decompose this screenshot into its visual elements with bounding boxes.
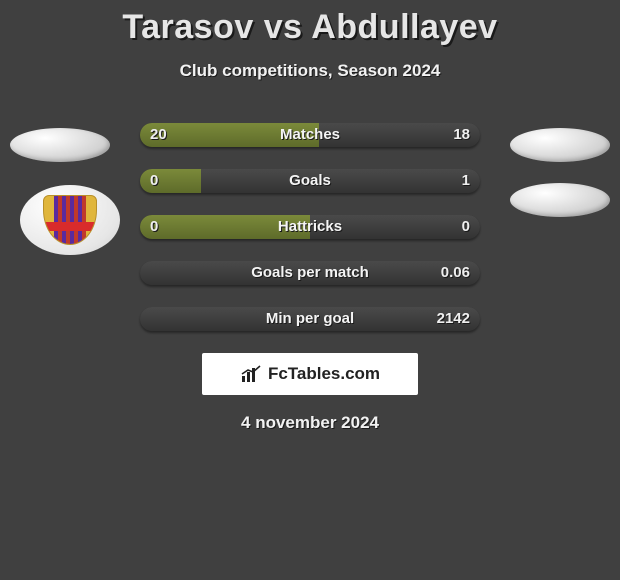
player-right-club-avatar bbox=[510, 183, 610, 217]
stat-label: Min per goal bbox=[140, 307, 480, 331]
stat-bar: 2018Matches bbox=[140, 123, 480, 147]
stat-bar: 0.06Goals per match bbox=[140, 261, 480, 285]
player-left-avatar bbox=[10, 128, 110, 162]
stat-bar: 2142Min per goal bbox=[140, 307, 480, 331]
page-title: Tarasov vs Abdullayev bbox=[0, 0, 620, 47]
brand-text: FcTables.com bbox=[268, 364, 380, 384]
stat-label: Matches bbox=[140, 123, 480, 147]
subtitle: Club competitions, Season 2024 bbox=[0, 61, 620, 81]
stat-bars: 2018Matches 01Goals 00Hattricks 0.06Goals p… bbox=[140, 123, 480, 331]
brand-chart-icon bbox=[240, 364, 262, 384]
club-shield-icon bbox=[43, 195, 97, 245]
stat-label: Goals per match bbox=[140, 261, 480, 285]
stat-label: Goals bbox=[140, 169, 480, 193]
snapshot-date: 4 november 2024 bbox=[0, 413, 620, 433]
player-left-club-logo bbox=[20, 185, 120, 255]
player-right-avatar bbox=[510, 128, 610, 162]
stat-bar: 01Goals bbox=[140, 169, 480, 193]
brand-badge[interactable]: FcTables.com bbox=[202, 353, 418, 395]
stat-label: Hattricks bbox=[140, 215, 480, 239]
comparison-panel: 2018Matches 01Goals 00Hattricks 0.06Goals p… bbox=[0, 123, 620, 433]
stat-bar: 00Hattricks bbox=[140, 215, 480, 239]
